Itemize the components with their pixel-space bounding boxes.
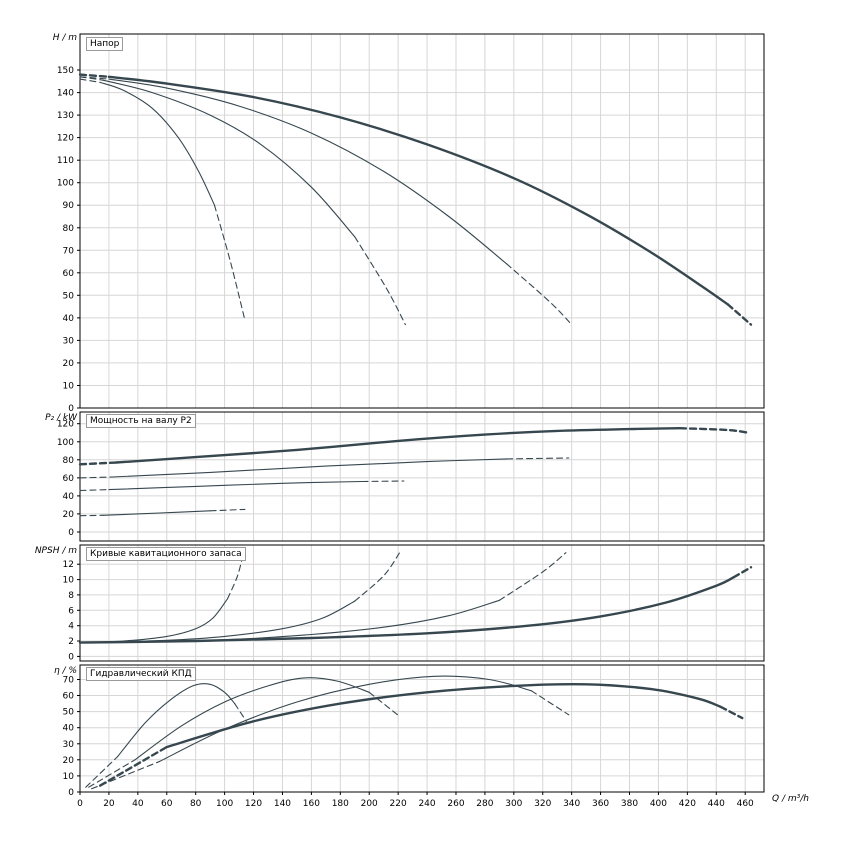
svg-text:100: 100 (57, 438, 74, 448)
power-panel-title: Мощность на валу P2 (86, 414, 196, 428)
svg-text:6: 6 (68, 606, 74, 616)
svg-text:120: 120 (57, 134, 74, 144)
svg-text:200: 200 (361, 799, 378, 809)
head-panel-title: Напор (86, 37, 124, 51)
svg-text:440: 440 (708, 799, 725, 809)
svg-text:120: 120 (57, 420, 74, 430)
efficiency-panel-title: Гидравлический КПД (86, 667, 196, 681)
svg-text:0: 0 (68, 528, 74, 538)
svg-text:80: 80 (190, 799, 202, 809)
svg-text:20: 20 (63, 756, 75, 766)
svg-text:10: 10 (63, 772, 75, 782)
svg-text:80: 80 (63, 224, 75, 234)
svg-text:0: 0 (68, 404, 74, 414)
svg-text:10: 10 (63, 382, 75, 392)
svg-text:420: 420 (679, 799, 696, 809)
svg-text:10: 10 (63, 576, 75, 586)
svg-text:300: 300 (505, 799, 522, 809)
svg-text:70: 70 (63, 246, 75, 256)
svg-text:260: 260 (447, 799, 464, 809)
svg-text:180: 180 (332, 799, 349, 809)
svg-text:160: 160 (303, 799, 320, 809)
svg-text:400: 400 (650, 799, 667, 809)
svg-text:60: 60 (63, 269, 75, 279)
svg-text:20: 20 (63, 359, 75, 369)
svg-text:40: 40 (132, 799, 144, 809)
svg-text:80: 80 (63, 456, 75, 466)
svg-text:280: 280 (476, 799, 493, 809)
svg-text:320: 320 (534, 799, 551, 809)
svg-text:4: 4 (68, 622, 74, 632)
svg-text:150: 150 (57, 66, 74, 76)
svg-text:30: 30 (63, 336, 75, 346)
svg-text:2: 2 (68, 637, 74, 647)
svg-text:220: 220 (390, 799, 407, 809)
svg-text:140: 140 (274, 799, 291, 809)
svg-text:20: 20 (63, 510, 75, 520)
svg-text:340: 340 (563, 799, 580, 809)
head-axis-label: H / m (52, 33, 77, 43)
efficiency-axis-label: η / % (53, 666, 77, 676)
flow-axis-label: Q / m³/h (772, 794, 809, 804)
svg-text:120: 120 (245, 799, 262, 809)
svg-text:60: 60 (63, 474, 75, 484)
npsh-panel-title: Кривые кавитационного запаса (86, 547, 246, 561)
power-axis-label: P₂ / kW (45, 413, 77, 423)
svg-text:40: 40 (63, 724, 75, 734)
svg-text:60: 60 (63, 692, 75, 702)
svg-text:460: 460 (737, 799, 754, 809)
svg-text:40: 40 (63, 314, 75, 324)
svg-text:50: 50 (63, 708, 75, 718)
svg-text:20: 20 (103, 799, 115, 809)
svg-text:240: 240 (418, 799, 435, 809)
svg-text:12: 12 (63, 560, 74, 570)
svg-text:360: 360 (592, 799, 609, 809)
svg-text:140: 140 (57, 89, 74, 99)
svg-text:40: 40 (63, 492, 75, 502)
svg-text:70: 70 (63, 676, 75, 686)
svg-text:0: 0 (68, 652, 74, 662)
svg-text:100: 100 (216, 799, 233, 809)
svg-text:0: 0 (77, 799, 83, 809)
svg-text:8: 8 (68, 591, 74, 601)
svg-text:0: 0 (68, 788, 74, 798)
svg-text:130: 130 (57, 111, 74, 121)
npsh-axis-label: NPSH / m (34, 546, 77, 556)
svg-text:380: 380 (621, 799, 638, 809)
svg-text:30: 30 (63, 740, 75, 750)
svg-text:110: 110 (57, 156, 74, 166)
svg-text:100: 100 (57, 179, 74, 189)
svg-text:50: 50 (63, 291, 75, 301)
svg-text:60: 60 (161, 799, 173, 809)
svg-text:90: 90 (63, 201, 75, 211)
